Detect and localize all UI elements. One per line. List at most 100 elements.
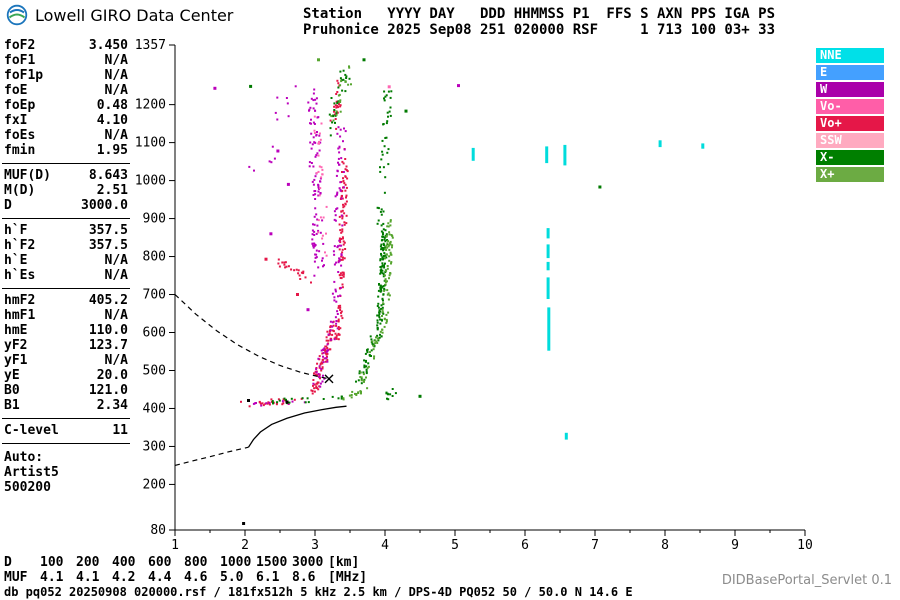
servlet-version: DIDBasePortal_Servlet 0.1 — [721, 573, 892, 588]
param-B1: B1 2.34 — [4, 398, 128, 413]
param-label: M(D) — [4, 183, 36, 198]
dmuf-unit: [km] — [328, 555, 360, 570]
legend-item-SSW: SSW — [816, 133, 884, 148]
dmuf-value: 600 — [148, 555, 172, 570]
y-tick-label: 800 — [143, 250, 166, 265]
profile-curves — [174, 294, 347, 466]
dmuf-unit: [MHz] — [328, 570, 368, 585]
param-label: C-level — [4, 423, 59, 438]
dmuf-value: 5.0 — [220, 570, 244, 585]
param-foEp: foEp 0.48 — [4, 98, 128, 113]
dmuf-row-MUF: MUF 4.1 4.1 4.2 4.4 4.6 5.0 6.1 8.6 [MHz] — [4, 570, 367, 585]
param-value: 11 — [112, 423, 128, 438]
legend-item-W: W — [816, 82, 884, 97]
param-label: hmF2 — [4, 293, 36, 308]
legend-item-X-: X- — [816, 150, 884, 165]
x-tick-label: 1 — [171, 538, 179, 553]
y-tick-label: 1357 — [135, 38, 166, 53]
param-B0: B0 121.0 — [4, 383, 128, 398]
y-tick-label: 1000 — [135, 174, 166, 189]
dmuf-value: 4.6 — [184, 570, 208, 585]
dmuf-row-label: D — [4, 555, 12, 570]
param-value: N/A — [104, 128, 128, 143]
dmuf-value: 3000 — [292, 555, 324, 570]
param-value: 0.48 — [96, 98, 128, 113]
param-value: N/A — [104, 83, 128, 98]
station-header: Station YYYY DAY DDD HHMMSS P1 FFS S AXN… — [303, 6, 775, 38]
param-label: h`Es — [4, 268, 36, 283]
dmuf-value: 200 — [76, 555, 100, 570]
status-line: db pq052 20250908 020000.rsf / 181fx512h… — [4, 585, 633, 599]
param-h`Es: h`Es N/A — [4, 268, 128, 283]
param-value: N/A — [104, 68, 128, 83]
station-header-line2: Pruhonice 2025 Sep08 251 020000 RSF 1 71… — [303, 22, 776, 38]
dmuf-value: 8.6 — [292, 570, 316, 585]
param-label: h`F — [4, 223, 28, 238]
profile-extrapolation-curve — [174, 446, 249, 466]
param-value: N/A — [104, 253, 128, 268]
y-tick-label: 300 — [143, 439, 166, 454]
param-value: 4.10 — [96, 113, 128, 128]
dmuf-value: 100 — [40, 555, 64, 570]
x-tick-label: 7 — [591, 538, 599, 553]
echo-trace-points — [240, 65, 397, 408]
dmuf-row-D: D 100 200 400 600 800 1000 1500 3000 [km] — [4, 555, 367, 570]
param-value: 357.5 — [88, 223, 128, 238]
param-yE: yE 20.0 — [4, 368, 128, 383]
y-tick-label: 200 — [143, 477, 166, 492]
x-tick-label: 9 — [731, 538, 739, 553]
param-label: foEp — [4, 98, 36, 113]
x-tick-label: 5 — [451, 538, 459, 553]
y-tick-label: 700 — [143, 288, 166, 303]
param-label: B0 — [4, 383, 20, 398]
param-value: 3000.0 — [81, 198, 128, 213]
param-foE: foE N/A — [4, 83, 128, 98]
giro-logo-icon — [6, 4, 28, 26]
brand-title: Lowell GIRO Data Center — [35, 5, 234, 25]
param-value: 3.450 — [88, 38, 128, 53]
param-label: D — [4, 198, 12, 213]
param-value: 20.0 — [96, 368, 128, 383]
param-label: hmF1 — [4, 308, 36, 323]
dmuf-value: 400 — [112, 555, 136, 570]
param-label: MUF(D) — [4, 168, 51, 183]
y-tick-label: 1100 — [135, 136, 166, 151]
param-value: 2.51 — [96, 183, 128, 198]
axes: 8020030040050060070080090010001100120013… — [135, 38, 813, 553]
param-value: N/A — [104, 308, 128, 323]
x-tick-label: 2 — [241, 538, 249, 553]
x-tick-label: 4 — [381, 538, 389, 553]
param-yF2: yF2 123.7 — [4, 338, 128, 353]
param-label: B1 — [4, 398, 20, 413]
param-label: yF1 — [4, 353, 28, 368]
dmuf-value: 1000 — [220, 555, 252, 570]
legend-item-Vo-: Vo- — [816, 99, 884, 114]
legend-item-X+: X+ — [816, 167, 884, 182]
dmuf-value: 4.2 — [112, 570, 136, 585]
x-tick-label: 8 — [661, 538, 669, 553]
panel-divider — [2, 443, 130, 444]
param-MUF(D): MUF(D) 8.643 — [4, 168, 128, 183]
param-label: fmin — [4, 143, 36, 158]
dmuf-value: 4.4 — [148, 570, 172, 585]
y-tick-label: 1200 — [135, 98, 166, 113]
param-foF1: foF1 N/A — [4, 53, 128, 68]
param-value: 110.0 — [88, 323, 128, 338]
param-label: h`E — [4, 253, 28, 268]
parameter-panel: foF2 3.450 foF1 N/A foF1p N/A foE N/A foEp 0.48 fx… — [2, 38, 130, 495]
param-foF2: foF2 3.450 — [4, 38, 128, 53]
param-value: 1.95 — [96, 143, 128, 158]
dmuf-table: D 100 200 400 600 800 1000 1500 3000 [km] MUF 4.1 4.… — [4, 555, 367, 585]
muf-transmission-curve — [174, 294, 330, 380]
panel-divider — [2, 163, 130, 164]
dmuf-value: 800 — [184, 555, 208, 570]
legend-item-Vo+: Vo+ — [816, 116, 884, 131]
param-label: yF2 — [4, 338, 28, 353]
param-foEs: foEs N/A — [4, 128, 128, 143]
param-fxI: fxI 4.10 — [4, 113, 128, 128]
brand: Lowell GIRO Data Center — [6, 4, 233, 26]
interference-bars — [471, 140, 705, 440]
x-tick-label: 6 — [521, 538, 529, 553]
